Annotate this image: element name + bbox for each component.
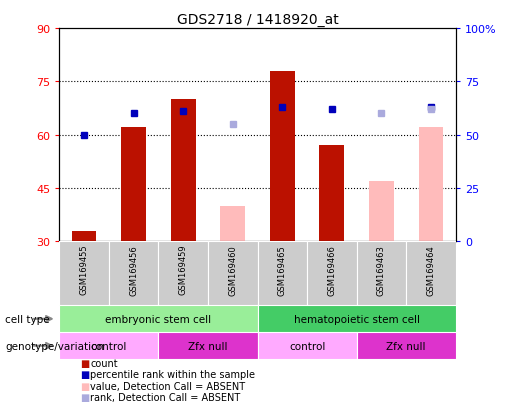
Bar (406, 242, 456, 306)
Bar (319, 146, 344, 242)
Bar (171, 100, 196, 242)
Text: Zfx null: Zfx null (386, 341, 426, 351)
Bar (59, 242, 109, 306)
Text: hematopoietic stem cell: hematopoietic stem cell (294, 314, 420, 324)
Text: cell type: cell type (5, 314, 50, 324)
Text: genotype/variation: genotype/variation (5, 341, 104, 351)
Text: embryonic stem cell: embryonic stem cell (105, 314, 212, 324)
Text: GSM169464: GSM169464 (426, 244, 436, 295)
Text: GSM169455: GSM169455 (79, 244, 89, 294)
Text: control: control (91, 341, 127, 351)
Title: GDS2718 / 1418920_at: GDS2718 / 1418920_at (177, 12, 338, 26)
Text: GSM169456: GSM169456 (129, 244, 138, 295)
Bar (270, 71, 295, 242)
Text: ■: ■ (80, 392, 89, 402)
Bar (59, 332, 159, 359)
Text: GSM169466: GSM169466 (328, 244, 336, 295)
Text: ■: ■ (80, 381, 89, 391)
Bar (220, 206, 245, 242)
Bar (208, 242, 258, 306)
Bar (121, 128, 146, 242)
Bar (159, 332, 258, 359)
Bar (258, 242, 307, 306)
Text: GSM169463: GSM169463 (377, 244, 386, 295)
Bar (159, 242, 208, 306)
Bar (356, 332, 456, 359)
Bar (109, 242, 159, 306)
Bar (258, 332, 356, 359)
Text: Zfx null: Zfx null (188, 341, 228, 351)
Bar (72, 231, 96, 242)
Text: GSM169459: GSM169459 (179, 244, 187, 294)
Bar (59, 306, 258, 332)
Text: ■: ■ (80, 370, 89, 380)
Bar (356, 242, 406, 306)
Text: count: count (90, 358, 118, 368)
Bar (307, 242, 356, 306)
Bar (258, 306, 456, 332)
Text: control: control (289, 341, 325, 351)
Bar (369, 181, 394, 242)
Text: percentile rank within the sample: percentile rank within the sample (90, 370, 255, 380)
Text: value, Detection Call = ABSENT: value, Detection Call = ABSENT (90, 381, 245, 391)
Bar (419, 128, 443, 242)
Text: GSM169465: GSM169465 (278, 244, 287, 295)
Text: GSM169460: GSM169460 (228, 244, 237, 295)
Text: ■: ■ (80, 358, 89, 368)
Text: rank, Detection Call = ABSENT: rank, Detection Call = ABSENT (90, 392, 241, 402)
